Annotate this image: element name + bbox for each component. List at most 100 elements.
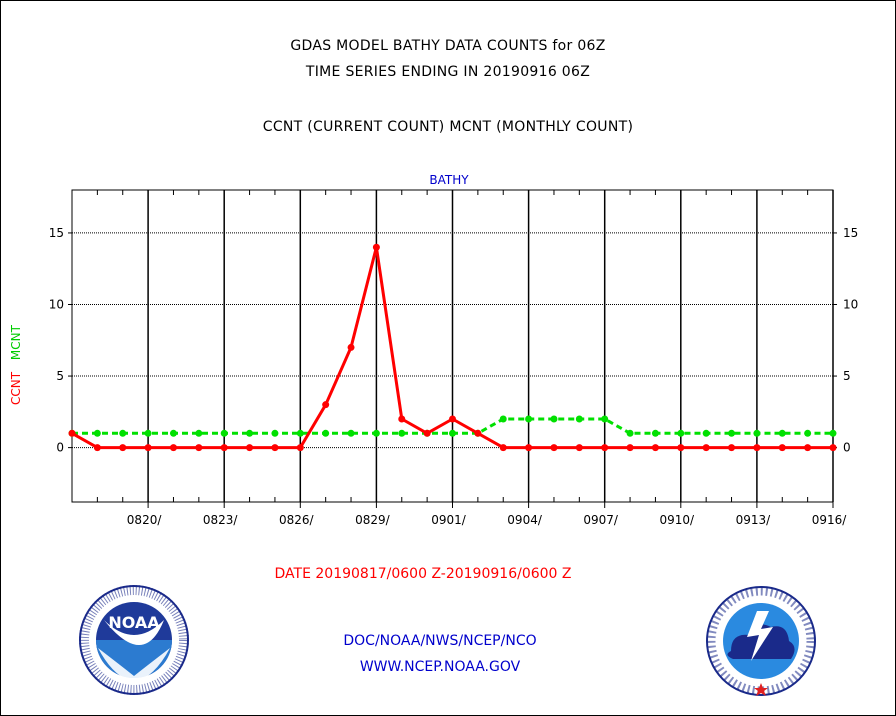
point-ccnt [778, 444, 786, 452]
point-ccnt [220, 444, 228, 452]
point-ccnt [68, 429, 76, 437]
y-label-ccnt: CCNT [9, 371, 23, 405]
labels-layer: 0 0 5 5 10 10 15 15 0820/0823/0826/0829/0901/090… [49, 226, 859, 527]
x-tick-label: 0916/ [812, 513, 848, 527]
point-mcnt [246, 429, 254, 437]
x-tick-label: 0826/ [279, 513, 315, 527]
y-axis-label: CCNT MCNT [9, 324, 23, 405]
point-mcnt [753, 429, 761, 437]
noaa-logo: NOAA [79, 585, 189, 695]
point-mcnt [372, 429, 380, 437]
point-ccnt [753, 444, 761, 452]
point-mcnt [322, 429, 330, 437]
point-mcnt [296, 429, 304, 437]
point-mcnt [651, 429, 659, 437]
point-ccnt [398, 415, 406, 423]
point-ccnt [728, 444, 736, 452]
point-mcnt [778, 429, 786, 437]
noaa-logo-text-ring [79, 585, 189, 695]
point-ccnt [423, 429, 431, 437]
grid-layer [72, 190, 834, 502]
x-tick-label: 0904/ [507, 513, 543, 527]
point-ccnt [322, 401, 330, 409]
nws-star-icon [754, 683, 768, 696]
nws-logo [706, 586, 816, 696]
chart-title-line2: TIME SERIES ENDING IN 20190916 06Z [305, 64, 591, 80]
footer-website[interactable]: WWW.NCEP.NOAA.GOV [360, 659, 521, 675]
noaa-bird-icon [104, 620, 164, 645]
y-tick-label-left: 0 [56, 441, 64, 455]
point-ccnt [575, 444, 583, 452]
point-ccnt [347, 343, 355, 351]
point-ccnt [525, 444, 533, 452]
point-ccnt [651, 444, 659, 452]
point-ccnt [677, 444, 685, 452]
y-tick-label-right: 10 [843, 297, 858, 311]
point-mcnt [398, 429, 406, 437]
point-mcnt [144, 429, 152, 437]
chart-title-line1: GDAS MODEL BATHY DATA COUNTS for 06Z [290, 38, 606, 54]
point-ccnt [119, 444, 127, 452]
point-mcnt [271, 429, 279, 437]
point-mcnt [550, 415, 558, 423]
point-mcnt [601, 415, 609, 423]
point-ccnt [372, 243, 380, 251]
axes-layer [68, 189, 837, 508]
y-tick-label-right: 15 [843, 226, 858, 240]
point-ccnt [93, 444, 101, 452]
series-layer [68, 243, 837, 452]
footer-agency: DOC/NOAA/NWS/NCEP/NCO [343, 633, 536, 649]
point-ccnt [550, 444, 558, 452]
plot-title: BATHY [429, 173, 469, 187]
point-mcnt [169, 429, 177, 437]
y-label-mcnt: MCNT [9, 324, 23, 360]
point-ccnt [449, 415, 456, 423]
x-tick-label: 0910/ [660, 513, 696, 527]
y-tick-label-right: 5 [843, 369, 851, 383]
point-mcnt [93, 429, 101, 437]
svg-text:CCNT MCNT: CCNT MCNT [9, 324, 23, 405]
point-ccnt [144, 444, 152, 452]
x-tick-label: 0907/ [583, 513, 619, 527]
point-ccnt [271, 444, 279, 452]
point-mcnt [119, 429, 127, 437]
x-tick-label: 0913/ [736, 513, 772, 527]
point-ccnt [626, 444, 634, 452]
noaa-logo-text: NOAA [108, 613, 160, 632]
chart-subtitle: CCNT (CURRENT COUNT) MCNT (MONTHLY COUNT… [262, 119, 634, 135]
y-tick-label-left: 15 [49, 226, 64, 240]
point-ccnt [702, 444, 710, 452]
point-mcnt [195, 429, 203, 437]
x-tick-label: 0820/ [127, 513, 163, 527]
point-mcnt [449, 429, 456, 437]
x-tick-label: 0823/ [203, 513, 239, 527]
point-mcnt [677, 429, 685, 437]
point-mcnt [347, 429, 355, 437]
point-mcnt [525, 415, 533, 423]
point-mcnt [626, 429, 634, 437]
point-ccnt [804, 444, 812, 452]
point-mcnt [220, 429, 228, 437]
x-axis-label: DATE 20190817/0600 Z-20190916/0600 Z [275, 566, 572, 582]
point-ccnt [195, 444, 203, 452]
point-ccnt [499, 444, 507, 452]
y-tick-label-left: 5 [56, 369, 64, 383]
point-ccnt [829, 444, 837, 452]
point-ccnt [246, 444, 254, 452]
point-ccnt [296, 444, 304, 452]
point-mcnt [575, 415, 583, 423]
point-mcnt [702, 429, 710, 437]
point-mcnt [804, 429, 812, 437]
nws-logo-text-ring [706, 586, 816, 696]
point-ccnt [601, 444, 609, 452]
point-ccnt [474, 429, 482, 437]
nws-lightning-icon [747, 611, 773, 661]
y-tick-label-right: 0 [843, 441, 851, 455]
x-tick-label: 0901/ [431, 513, 467, 527]
point-mcnt [829, 429, 837, 437]
point-mcnt [728, 429, 736, 437]
point-mcnt [499, 415, 507, 423]
x-tick-label: 0829/ [355, 513, 391, 527]
point-ccnt [169, 444, 177, 452]
